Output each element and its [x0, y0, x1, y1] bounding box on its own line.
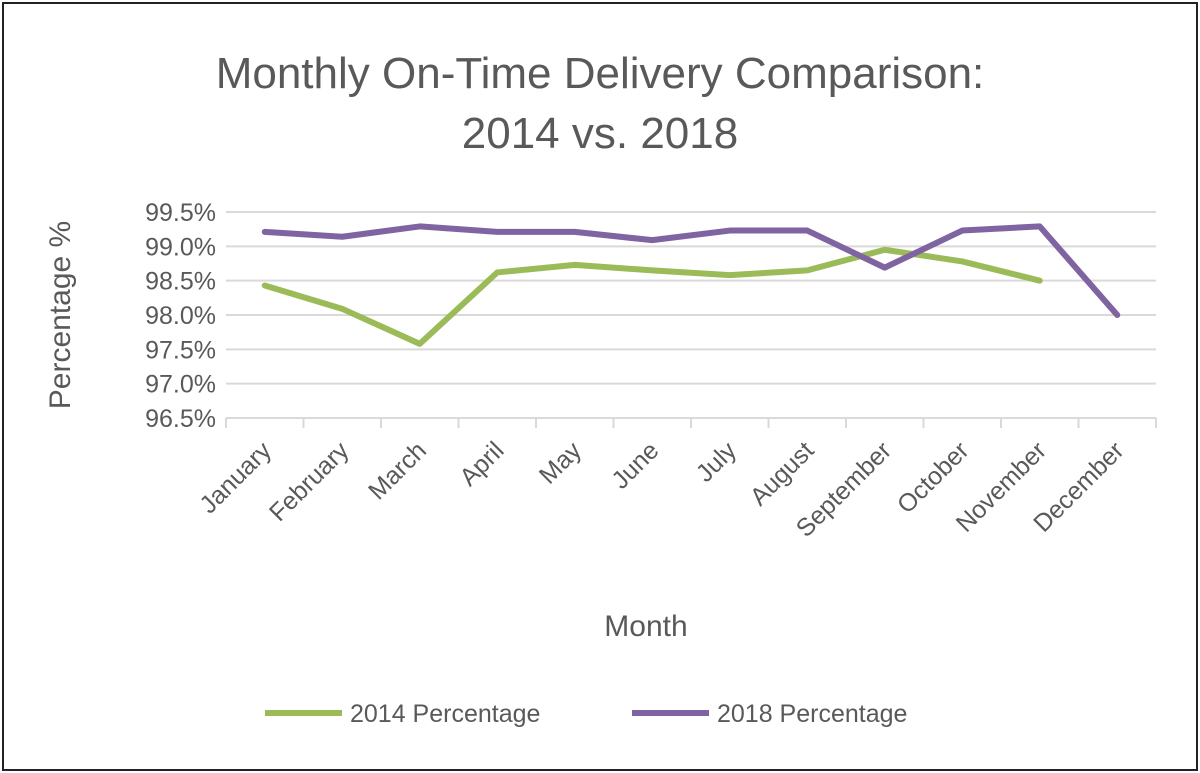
y-tick-label: 97.0%: [145, 371, 216, 399]
legend: 2014 Percentage 2018 Percentage: [265, 700, 907, 728]
legend-label: 2014 Percentage: [350, 700, 540, 728]
x-tick-label: May: [534, 436, 588, 490]
chart-title-line-1: Monthly On-Time Delivery Comparison:: [216, 49, 985, 98]
x-tick-label: June: [606, 436, 664, 494]
x-axis-label: Month: [604, 610, 687, 643]
x-tick-label: August: [745, 436, 820, 511]
chart-title-line-2: 2014 vs. 2018: [462, 109, 738, 158]
series-line-2014: [261, 246, 1043, 347]
y-tick-label: 99.0%: [145, 233, 216, 261]
y-tick-label: 98.5%: [145, 268, 216, 296]
y-tick-label: 96.5%: [145, 405, 216, 433]
x-tick-label: July: [691, 436, 743, 488]
x-tick-label: April: [454, 436, 509, 491]
series-line-2018: [261, 223, 1121, 318]
x-tick-label: March: [363, 436, 432, 505]
y-tick-label: 98.0%: [145, 302, 216, 330]
y-tick-label: 99.5%: [145, 199, 216, 227]
x-tick-label: February: [264, 436, 355, 527]
y-axis-label: Percentage %: [44, 221, 77, 409]
legend-label: 2018 Percentage: [717, 700, 907, 728]
y-tick-label: 97.5%: [145, 336, 216, 364]
